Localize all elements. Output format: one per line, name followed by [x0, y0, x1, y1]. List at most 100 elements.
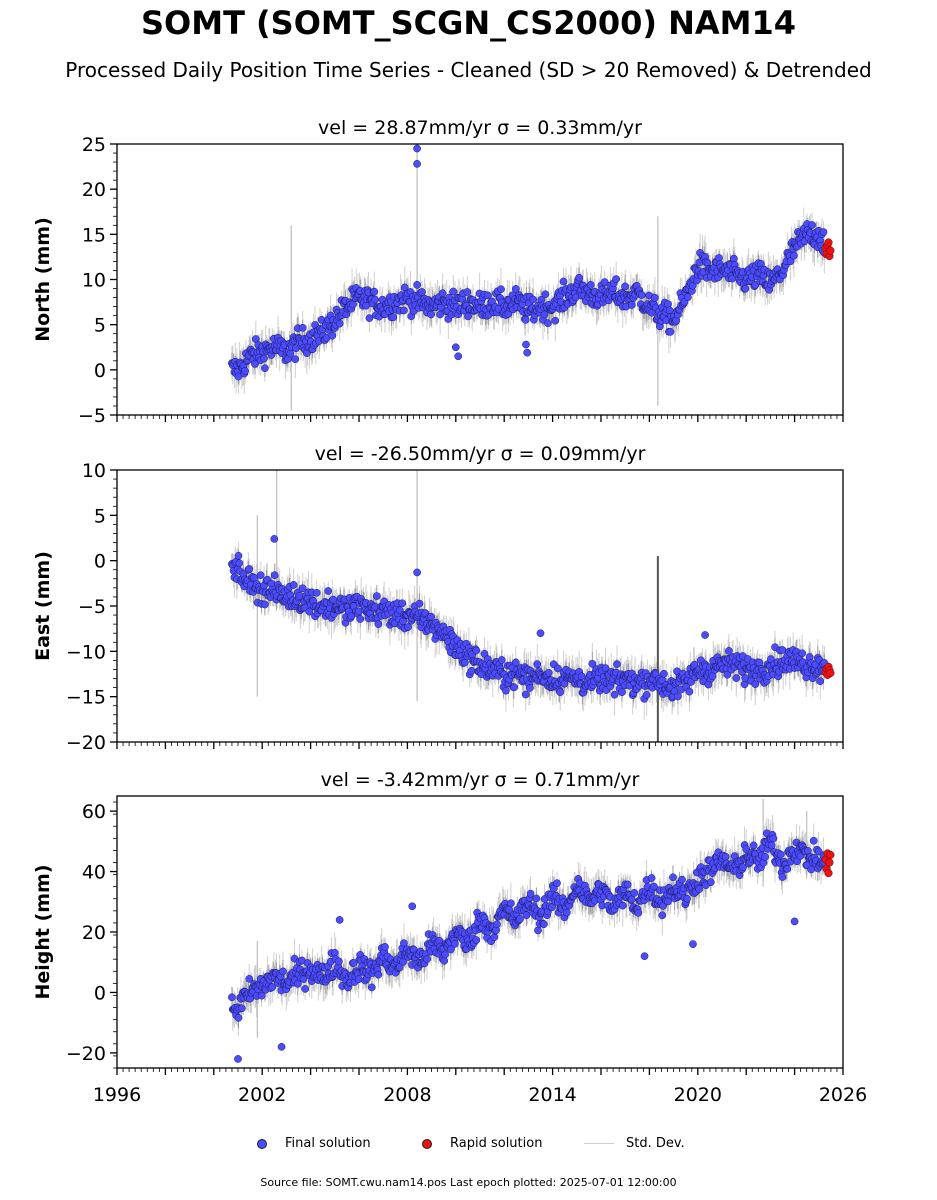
final-solution-point — [260, 354, 268, 363]
final-solution-point — [651, 293, 659, 302]
final-solution-point — [728, 274, 737, 283]
final-solution-point — [690, 660, 699, 669]
final-solution-point — [427, 310, 435, 319]
rapid-solution-point — [826, 246, 835, 255]
final-solution-point — [372, 592, 381, 600]
panel-title: vel = -3.42mm/yr σ = 0.71mm/yr — [321, 769, 640, 791]
rapid-solution-points — [821, 238, 835, 261]
final-solution-point — [472, 646, 481, 655]
final-solution-point — [674, 692, 682, 701]
final-solution-point — [808, 221, 816, 229]
final-solution-point — [502, 686, 510, 695]
final-solution-point — [438, 289, 447, 298]
final-solution-point — [819, 228, 828, 236]
final-solution-point — [723, 670, 732, 679]
plot-area: vel = 28.87mm/yr σ = 0.33mm/yr North (mm)… — [32, 117, 867, 1106]
panel-title: vel = 28.87mm/yr σ = 0.33mm/yr — [318, 117, 642, 139]
final-solution-point — [533, 660, 542, 668]
final-solution-point — [521, 315, 530, 324]
final-solution-point — [312, 588, 321, 597]
chart-panel-3: vel = -3.42mm/yr σ = 0.71mm/yr Height (mm… — [32, 769, 867, 1106]
final-solution-point — [261, 600, 269, 609]
final-solution-point — [365, 314, 374, 322]
final-solution-point — [511, 658, 520, 667]
final-solution-point — [613, 660, 621, 668]
y-tick-label: 25 — [82, 134, 106, 156]
final-solution-point — [413, 281, 421, 289]
final-solution-outlier — [270, 535, 279, 543]
final-solution-point — [529, 295, 537, 304]
final-solution-point — [627, 301, 636, 309]
y-tick-label: 10 — [82, 460, 106, 482]
y-tick-label: −10 — [66, 641, 106, 663]
final-solution-point — [575, 273, 584, 282]
final-solution-point — [732, 674, 741, 682]
final-solution-outlier — [536, 629, 545, 638]
y-tick-label: 5 — [94, 315, 106, 337]
final-solution-point — [725, 647, 733, 655]
y-tick-label: −5 — [78, 596, 106, 618]
final-solution-point — [356, 615, 365, 623]
final-solution-point — [647, 308, 656, 317]
final-solution-point — [778, 646, 787, 654]
final-solution-point — [600, 278, 609, 286]
rapid-solution-point — [826, 669, 835, 678]
final-solution-point — [556, 688, 565, 697]
chart-panel-1: vel = 28.87mm/yr σ = 0.33mm/yr North (mm)… — [32, 117, 844, 427]
final-solution-point — [544, 668, 553, 677]
final-solution-point — [612, 275, 621, 283]
y-tick-label: 15 — [82, 224, 106, 246]
final-solution-point — [234, 551, 243, 560]
subtitle: Processed Daily Position Time Series - C… — [65, 58, 872, 82]
final-solution-point — [298, 584, 307, 593]
y-tick-label: 10 — [82, 270, 106, 292]
final-solution-point — [335, 319, 344, 328]
final-solution-point — [544, 319, 552, 328]
final-solution-point — [741, 284, 750, 293]
final-solution-point — [398, 599, 407, 608]
final-solution-point — [328, 331, 337, 340]
y-tick-label: 0 — [94, 551, 106, 573]
final-solution-point — [798, 649, 807, 658]
final-solution-point — [642, 691, 651, 699]
main-title: SOMT (SOMT_SCGN_CS2000) NAM14 — [140, 4, 797, 42]
final-solution-point — [235, 559, 244, 568]
final-solution-point — [541, 290, 550, 299]
final-solution-outlier — [522, 340, 530, 349]
final-solution-point — [251, 360, 259, 368]
y-tick-label: 0 — [94, 360, 106, 382]
final-solution-point — [400, 306, 408, 315]
final-solution-point — [664, 300, 672, 308]
final-solution-point — [525, 684, 534, 692]
final-solution-point — [404, 623, 412, 631]
y-tick-label: −20 — [66, 732, 106, 754]
rapid-solution-point — [824, 238, 833, 247]
final-solution-point — [295, 591, 304, 600]
final-solution-point — [610, 690, 619, 699]
final-solution-point — [551, 316, 560, 325]
plot-marks — [228, 470, 835, 742]
final-solution-point — [467, 667, 476, 675]
final-solution-point — [685, 687, 694, 696]
final-solution-point — [298, 323, 307, 332]
final-solution-point — [415, 599, 424, 608]
final-solution-point — [270, 571, 279, 580]
final-solution-point — [621, 282, 630, 291]
final-solution-outlier — [454, 352, 463, 361]
final-solution-point — [324, 587, 333, 595]
final-solution-outlier — [523, 348, 532, 357]
final-solution-point — [427, 612, 435, 621]
final-solution-point — [241, 367, 249, 375]
final-solution-point — [790, 251, 798, 260]
final-solution-point — [618, 688, 626, 697]
final-solution-point — [751, 680, 760, 688]
final-solution-point — [511, 285, 520, 293]
final-solution-point — [354, 607, 363, 616]
final-solution-point — [660, 669, 668, 678]
y-axis-label: North (mm) — [32, 217, 54, 342]
final-solution-point — [497, 656, 506, 664]
final-solution-point — [666, 327, 675, 336]
final-solution-outlier — [701, 631, 709, 639]
final-solution-point — [463, 288, 472, 296]
axes-frame — [116, 469, 844, 743]
